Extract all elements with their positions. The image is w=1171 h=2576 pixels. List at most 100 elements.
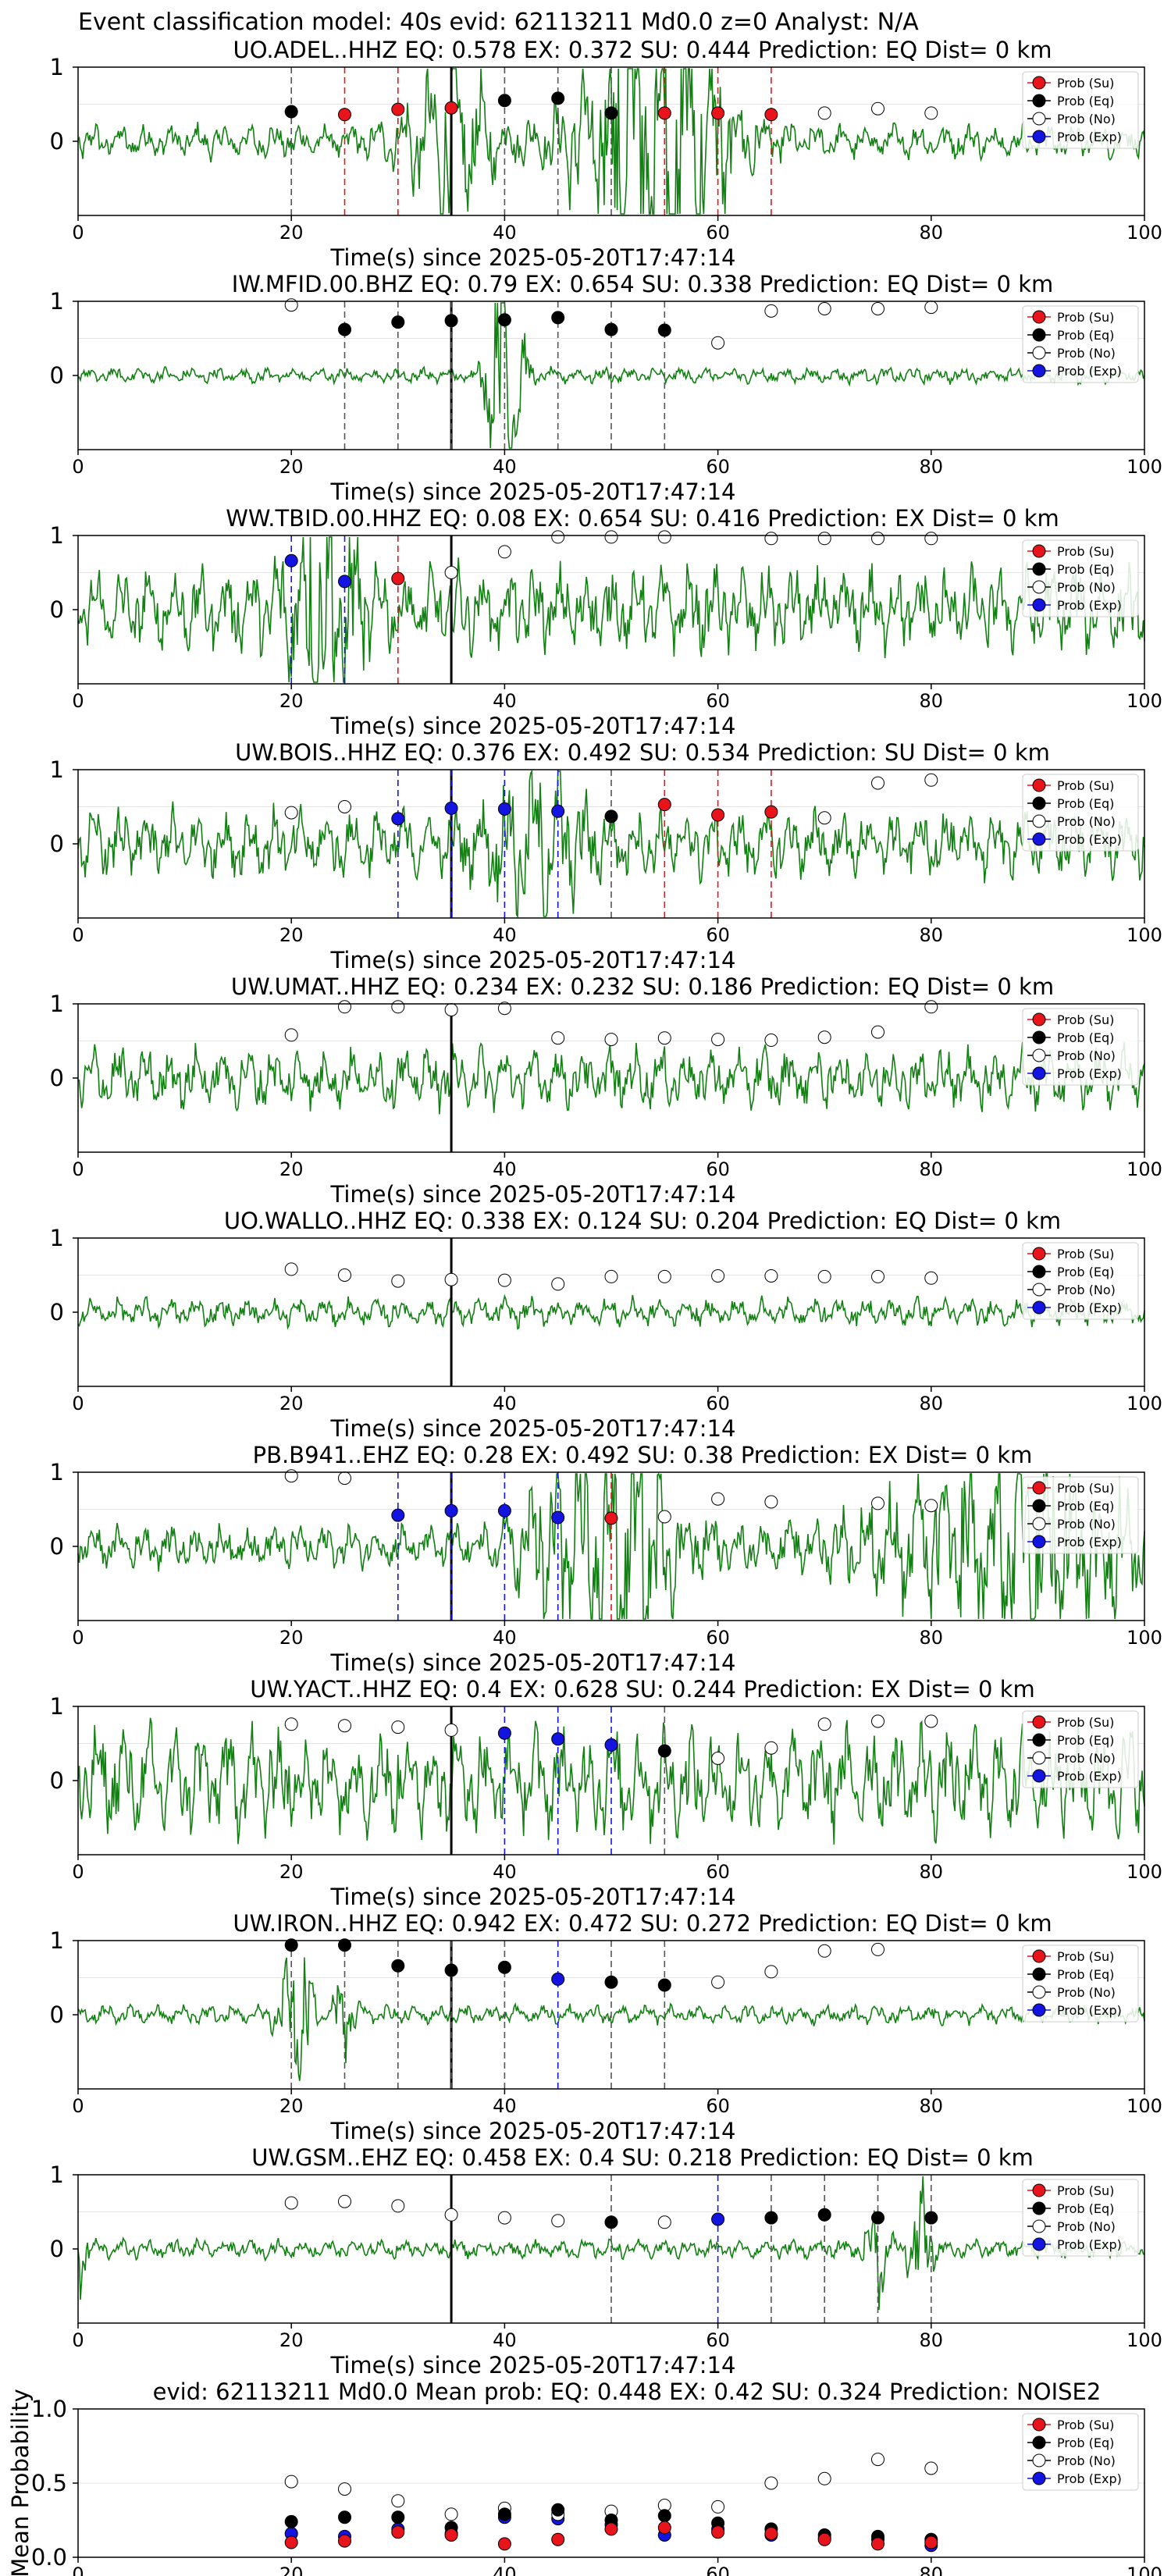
legend-label-no: Prob (No) bbox=[1057, 1751, 1116, 1766]
x-tick-label: 0 bbox=[72, 924, 84, 946]
prob-marker bbox=[391, 2199, 405, 2213]
mean-marker-no bbox=[284, 2475, 298, 2489]
legend-label-exp: Prob (Exp) bbox=[1057, 130, 1122, 144]
prob-marker bbox=[604, 530, 618, 544]
y-tick-label: 0 bbox=[50, 2001, 64, 2028]
panel-9: UW.GSM..EHZ EQ: 0.458 EX: 0.4 SU: 0.218 … bbox=[50, 2144, 1162, 2379]
prob-marker bbox=[444, 1003, 458, 1017]
prob-marker bbox=[284, 298, 298, 312]
prob-marker bbox=[338, 575, 351, 589]
x-tick-label: 20 bbox=[279, 2329, 304, 2351]
x-tick-label: 0 bbox=[72, 1861, 84, 1883]
x-axis-label: Time(s) since 2025-05-20T17:47:14 bbox=[330, 244, 736, 271]
legend-marker-exp bbox=[1032, 2003, 1046, 2017]
prob-marker bbox=[284, 1717, 298, 1731]
panel-2: WW.TBID.00.HHZ EQ: 0.08 EX: 0.654 SU: 0.… bbox=[50, 505, 1162, 739]
legend-marker-exp bbox=[1032, 1535, 1046, 1549]
x-tick-label: 0 bbox=[72, 690, 84, 712]
mean-marker-eq bbox=[551, 2503, 565, 2517]
panels: UO.ADEL..HHZ EQ: 0.578 EX: 0.372 SU: 0.4… bbox=[7, 37, 1162, 2576]
waveform-trace bbox=[77, 1042, 1145, 1115]
x-axis-label: Time(s) since 2025-05-20T17:47:14 bbox=[330, 2118, 736, 2144]
legend-marker-exp bbox=[1032, 1066, 1046, 1080]
y-tick-label: 0 bbox=[50, 596, 64, 623]
prob-marker bbox=[924, 532, 938, 546]
prob-marker bbox=[338, 2194, 351, 2208]
prob-marker bbox=[764, 1268, 778, 1283]
legend-box bbox=[1022, 1710, 1139, 1788]
y-tick-label: 0 bbox=[50, 831, 64, 857]
legend-label-eq: Prob (Eq) bbox=[1057, 1967, 1114, 1982]
legend-marker-eq bbox=[1032, 94, 1046, 108]
legend-marker-su bbox=[1032, 1715, 1046, 1729]
panel-6: PB.B941..EHZ EQ: 0.28 EX: 0.492 SU: 0.38… bbox=[50, 1442, 1162, 1676]
prob-marker bbox=[871, 1025, 884, 1039]
prob-marker bbox=[711, 1752, 725, 1765]
legend-label-no: Prob (No) bbox=[1057, 346, 1116, 361]
x-tick-label: 80 bbox=[920, 1627, 944, 1649]
x-tick-label: 20 bbox=[279, 2564, 304, 2576]
prob-marker bbox=[711, 1033, 725, 1047]
prob-marker bbox=[444, 101, 458, 115]
legend-label-exp: Prob (Exp) bbox=[1057, 2471, 1122, 2486]
panel-3: UW.BOIS..HHZ EQ: 0.376 EX: 0.492 SU: 0.5… bbox=[50, 739, 1162, 973]
legend-marker-exp bbox=[1032, 598, 1046, 612]
x-tick-label: 100 bbox=[1127, 1861, 1162, 1883]
legend-marker-exp bbox=[1032, 2237, 1046, 2251]
legend-box bbox=[1022, 539, 1139, 617]
prob-marker bbox=[817, 1717, 831, 1731]
legend-marker-su bbox=[1032, 1247, 1046, 1261]
x-axis-label: Time(s) since 2025-05-20T17:47:14 bbox=[330, 479, 736, 505]
waveform-trace bbox=[77, 302, 1145, 449]
panel-title: UO.WALLO..HHZ EQ: 0.338 EX: 0.124 SU: 0.… bbox=[224, 1208, 1061, 1234]
x-axis-label: Time(s) since 2025-05-20T17:47:14 bbox=[330, 713, 736, 739]
legend-box bbox=[1022, 1008, 1139, 1086]
prob-marker bbox=[871, 532, 884, 546]
legend-label-su: Prob (Su) bbox=[1057, 1715, 1114, 1730]
x-tick-label: 80 bbox=[920, 2329, 944, 2351]
prob-marker bbox=[764, 532, 778, 546]
prob-marker bbox=[284, 105, 298, 119]
legend-marker-su bbox=[1032, 310, 1046, 324]
mean-marker-no bbox=[711, 2500, 725, 2514]
x-tick-label: 40 bbox=[493, 924, 517, 946]
prob-marker bbox=[497, 1273, 511, 1287]
legend-marker-no bbox=[1032, 1985, 1046, 1999]
legend-marker-no bbox=[1032, 580, 1046, 594]
mean-marker-su bbox=[391, 2525, 405, 2539]
mean-marker-eq bbox=[284, 2514, 298, 2528]
mean-marker-no bbox=[871, 2453, 884, 2467]
panel-5: UO.WALLO..HHZ EQ: 0.338 EX: 0.124 SU: 0.… bbox=[50, 1208, 1162, 1442]
x-axis-label: Time(s) since 2025-05-20T17:47:14 bbox=[330, 1884, 736, 1910]
prob-marker bbox=[284, 553, 298, 568]
x-tick-label: 20 bbox=[279, 222, 304, 244]
legend-label-no: Prob (No) bbox=[1057, 2219, 1116, 2234]
prob-marker bbox=[284, 1028, 298, 1042]
prob-marker bbox=[924, 1714, 938, 1728]
prob-marker bbox=[284, 1469, 298, 1483]
prob-marker bbox=[391, 315, 405, 329]
x-tick-label: 40 bbox=[493, 2095, 517, 2117]
x-tick-label: 0 bbox=[72, 2095, 84, 2117]
x-tick-label: 0 bbox=[72, 2564, 84, 2576]
x-tick-label: 80 bbox=[920, 456, 944, 478]
legend-label-eq: Prob (Eq) bbox=[1057, 1499, 1114, 1514]
mean-marker-su bbox=[338, 2534, 351, 2548]
x-tick-label: 60 bbox=[706, 924, 730, 946]
y-tick-label: 0 bbox=[50, 1533, 64, 1560]
prob-marker bbox=[444, 1272, 458, 1286]
prob-marker bbox=[497, 94, 511, 108]
prob-marker bbox=[391, 1508, 405, 1522]
mean-marker-eq bbox=[657, 2509, 671, 2523]
x-tick-label: 80 bbox=[920, 1861, 944, 1883]
legend-marker-su bbox=[1032, 2183, 1046, 2197]
prob-marker bbox=[817, 1269, 831, 1283]
prob-marker bbox=[284, 1938, 298, 1952]
prob-marker bbox=[338, 1471, 351, 1485]
legend-label-no: Prob (No) bbox=[1057, 1517, 1116, 1532]
y-tick-label: 0 bbox=[50, 128, 64, 155]
mean-marker-su bbox=[551, 2532, 565, 2546]
prob-marker bbox=[764, 1034, 778, 1048]
x-tick-label: 80 bbox=[920, 1158, 944, 1180]
